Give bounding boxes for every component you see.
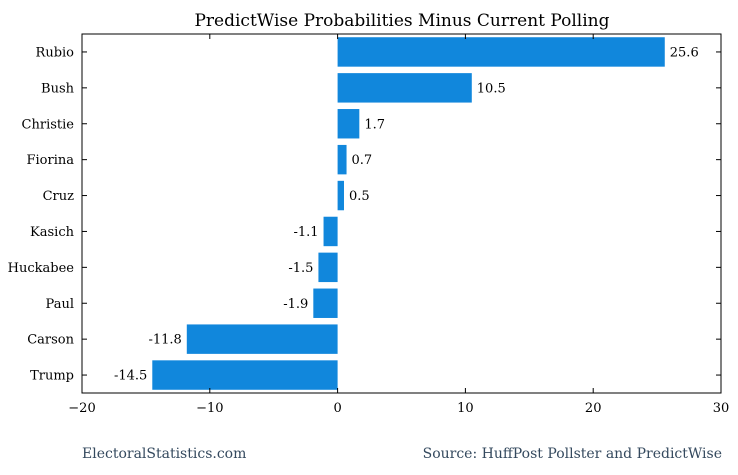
data-label-christie: 1.7 bbox=[364, 117, 385, 132]
y-tick-label-huckabee: Huckabee bbox=[8, 261, 75, 276]
data-label-trump: -14.5 bbox=[114, 369, 147, 384]
footer-site-name: ElectoralStatistics.com bbox=[82, 446, 247, 462]
x-axis: −20 −10 0 10 20 30 bbox=[68, 34, 729, 416]
y-tick-label-kasich: Kasich bbox=[30, 225, 75, 240]
x-tick-label: −10 bbox=[196, 401, 223, 416]
data-label-cruz: 0.5 bbox=[349, 189, 370, 204]
footer-source: Source: HuffPost Pollster and PredictWis… bbox=[422, 446, 722, 462]
y-tick-label-bush: Bush bbox=[41, 81, 75, 96]
data-label-fiorina: 0.7 bbox=[352, 153, 373, 168]
bar-carson bbox=[186, 324, 338, 354]
y-tick-label-carson: Carson bbox=[27, 333, 74, 348]
bar-paul bbox=[313, 288, 338, 318]
x-tick-label: 20 bbox=[585, 401, 602, 416]
bar-kasich bbox=[323, 216, 338, 247]
y-tick-label-christie: Christie bbox=[22, 117, 75, 132]
x-tick-label: 0 bbox=[333, 401, 341, 416]
y-tick-label-paul: Paul bbox=[46, 297, 74, 312]
bar-bush bbox=[337, 73, 472, 103]
x-tick-label: 30 bbox=[713, 401, 730, 416]
y-tick-label-trump: Trump bbox=[30, 369, 74, 384]
x-tick-label: −20 bbox=[68, 401, 95, 416]
y-axis: Rubio Bush Christie Fiorina Cruz Kasich Huckab… bbox=[8, 45, 721, 384]
y-tick-label-cruz: Cruz bbox=[43, 189, 75, 204]
x-tick-label: 10 bbox=[457, 401, 474, 416]
plot-frame bbox=[81, 33, 722, 394]
bar-huckabee bbox=[318, 252, 338, 283]
y-tick-label-rubio: Rubio bbox=[36, 45, 75, 60]
bar-trump bbox=[152, 360, 338, 390]
data-label-rubio: 25.6 bbox=[670, 45, 699, 60]
data-label-bush: 10.5 bbox=[477, 81, 506, 96]
chart: PredictWise Probabilities Minus Current … bbox=[8, 11, 730, 416]
bar-rubio bbox=[337, 37, 665, 67]
bar-fiorina bbox=[337, 144, 347, 175]
bars-group: 25.6 10.5 1.7 0.7 0.5 -1.1 -1.5 -1.9 -11.8 -14.5 bbox=[114, 37, 699, 390]
data-label-kasich: -1.1 bbox=[293, 225, 318, 240]
bar-cruz bbox=[337, 180, 344, 211]
bar-christie bbox=[337, 109, 360, 139]
chart-title: PredictWise Probabilities Minus Current … bbox=[194, 11, 609, 31]
data-label-paul: -1.9 bbox=[283, 297, 308, 312]
data-label-huckabee: -1.5 bbox=[288, 261, 313, 276]
y-tick-label-fiorina: Fiorina bbox=[27, 153, 75, 168]
data-label-carson: -11.8 bbox=[148, 333, 181, 348]
